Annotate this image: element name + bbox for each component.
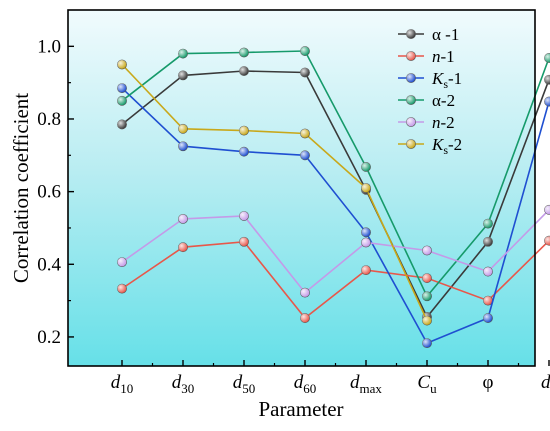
data-point-shine xyxy=(544,205,550,215)
data-point-shine xyxy=(178,214,188,224)
data-point-shine xyxy=(239,47,249,58)
legend-label: n-1 xyxy=(432,47,455,66)
data-point-shine xyxy=(544,53,550,63)
data-point-shine xyxy=(300,150,310,160)
y-tick-label: 0.2 xyxy=(37,327,61,348)
legend-item: n-1 xyxy=(398,47,455,66)
data-point-shine xyxy=(117,83,127,93)
data-point-shine xyxy=(178,124,188,134)
data-point-shine xyxy=(300,288,310,298)
plot-frame xyxy=(67,9,536,367)
data-point-shine xyxy=(300,67,310,78)
series-line xyxy=(121,209,550,294)
data-point-shine xyxy=(178,141,188,151)
legend-item: Ks-2 xyxy=(398,135,462,157)
legend-marker-shine xyxy=(406,139,416,149)
series-layer xyxy=(117,46,550,349)
data-point-shine xyxy=(239,66,249,76)
series-line xyxy=(121,70,550,319)
x-tick-label: dg xyxy=(541,372,550,396)
data-point-shine xyxy=(178,48,188,59)
series-2 xyxy=(117,235,550,323)
series-line xyxy=(121,240,550,320)
data-point-shine xyxy=(422,245,432,256)
data-point-shine xyxy=(239,126,249,136)
data-point-shine xyxy=(239,211,249,221)
series-line xyxy=(121,87,550,345)
series-6 xyxy=(117,59,432,326)
data-point-shine xyxy=(300,313,310,323)
legend-label: α-2 xyxy=(432,91,455,110)
legend-item: n-2 xyxy=(398,113,455,132)
data-point-shine xyxy=(483,237,493,247)
data-point-shine xyxy=(300,46,310,56)
data-point-shine xyxy=(178,70,188,80)
data-point-shine xyxy=(422,273,432,283)
series-5 xyxy=(117,204,550,298)
x-tick-label: dmax xyxy=(350,372,382,396)
x-tick-label: d50 xyxy=(233,372,256,396)
data-point-shine xyxy=(483,219,493,229)
y-tick-label: 0.8 xyxy=(37,109,61,130)
legend-label: Ks-2 xyxy=(431,135,462,157)
x-axis-title: Parameter xyxy=(258,397,343,421)
legend-item: α-2 xyxy=(398,91,455,110)
y-axis-title: Correlation coefficient xyxy=(9,93,33,283)
data-point-shine xyxy=(178,242,188,252)
x-tick-label: d60 xyxy=(294,372,317,396)
data-point-shine xyxy=(117,96,127,106)
series-3 xyxy=(117,83,550,349)
data-point-shine xyxy=(361,237,371,248)
legend-label: α -1 xyxy=(432,25,459,44)
legend-marker-shine xyxy=(406,29,416,39)
data-point-shine xyxy=(300,128,310,139)
legend-label: Ks-1 xyxy=(431,69,462,91)
x-tick-label: φ xyxy=(483,372,494,393)
data-point-shine xyxy=(361,227,371,237)
series-line xyxy=(121,63,428,321)
data-point-shine xyxy=(361,162,371,172)
y-tick-label: 1.0 xyxy=(37,36,61,57)
data-point-shine xyxy=(239,147,249,157)
y-tick-label: 0.4 xyxy=(37,254,61,275)
data-point-shine xyxy=(361,265,371,275)
x-tick-label: Cu xyxy=(417,372,437,396)
legend-marker-shine xyxy=(406,51,416,61)
series-4 xyxy=(117,46,550,302)
legend-marker-shine xyxy=(406,73,416,83)
x-tick-label: d10 xyxy=(111,372,134,396)
data-point-shine xyxy=(117,119,127,130)
y-tick-label: 0.6 xyxy=(37,182,61,203)
data-point-shine xyxy=(361,183,371,193)
data-point-shine xyxy=(117,257,127,267)
data-point-shine xyxy=(239,237,249,247)
data-point-shine xyxy=(422,315,432,326)
legend-item: α -1 xyxy=(398,25,459,44)
y-axis: 0.2 0.4 0.6 0.8 1.0 xyxy=(37,36,74,348)
data-point-shine xyxy=(117,59,127,70)
data-point-shine xyxy=(483,296,493,306)
x-tick-label: d30 xyxy=(172,372,195,396)
data-point-shine xyxy=(544,75,550,85)
legend-marker-shine xyxy=(406,117,416,127)
legend-label: n-2 xyxy=(432,113,455,132)
data-point-shine xyxy=(422,338,432,348)
series-line xyxy=(121,50,550,298)
data-point-shine xyxy=(544,96,550,107)
data-point-shine xyxy=(544,236,550,246)
data-point-shine xyxy=(483,266,493,277)
legend-marker-shine xyxy=(406,95,416,105)
data-point-shine xyxy=(422,291,432,301)
data-point-shine xyxy=(117,284,127,294)
legend-item: Ks-1 xyxy=(398,69,462,91)
x-axis: d10 d30 d50 d60 dmax Cu φ dg xyxy=(111,360,550,396)
legend: α -1 n-1 Ks-1α-2 n-2 Ks-2 xyxy=(398,25,462,157)
data-point-shine xyxy=(483,313,493,323)
